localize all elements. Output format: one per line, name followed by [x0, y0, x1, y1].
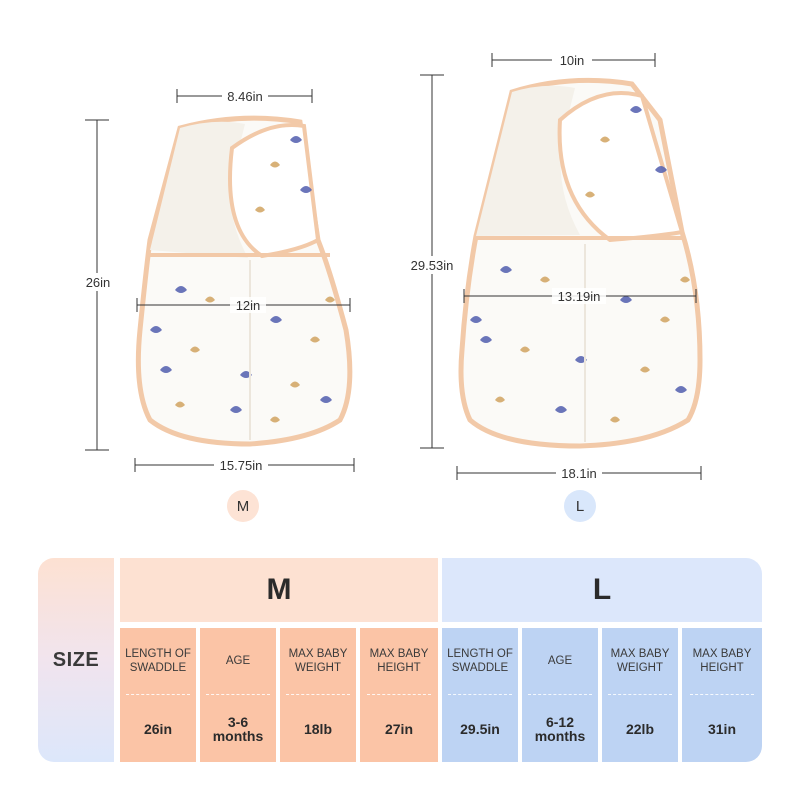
column-label: MAX BABY WEIGHT: [288, 648, 348, 674]
divider: [448, 694, 512, 695]
m-length-column: LENGTH OF SWADDLE 26in: [120, 628, 196, 762]
divider: [367, 694, 431, 695]
column-value: 29.5in: [460, 720, 500, 737]
size-chart-table: SIZE M L LENGTH OF SWADDLE 26in AGE 3-6 …: [38, 558, 762, 762]
m-bottom-width-label: 15.75in: [220, 458, 263, 473]
divider: [690, 694, 754, 695]
column-label: AGE: [547, 655, 573, 667]
column-label: LENGTH OF SWADDLE: [125, 648, 191, 674]
column-label: AGE: [225, 655, 251, 667]
column-label: LENGTH OF SWADDLE: [447, 648, 513, 674]
column-label: MAX BABY HEIGHT: [692, 648, 752, 674]
l-length-label: 29.53in: [411, 258, 454, 273]
column-value: 26in: [143, 720, 172, 737]
size-badge-m: M: [227, 490, 259, 522]
divider: [126, 694, 190, 695]
divider: [286, 694, 350, 695]
swaddle-l: [458, 77, 703, 449]
l-age-column: AGE 6-12 months: [522, 628, 598, 762]
swaddle-m: [135, 115, 353, 447]
column-label: MAX BABY WEIGHT: [610, 648, 670, 674]
column-value: 31in: [707, 720, 736, 737]
column-value: 3-6 months: [212, 713, 264, 744]
size-badge-l: L: [564, 490, 596, 522]
size-row-header: SIZE: [38, 558, 114, 762]
column-label: MAX BABY HEIGHT: [369, 648, 429, 674]
l-height-column: MAX BABY HEIGHT 31in: [682, 628, 762, 762]
size-m-header: M: [120, 558, 438, 622]
divider: [206, 694, 270, 695]
divider: [528, 694, 592, 695]
column-value: 6-12 months: [534, 713, 586, 744]
l-weight-column: MAX BABY WEIGHT 22lb: [602, 628, 678, 762]
l-length-column: LENGTH OF SWADDLE 29.5in: [442, 628, 518, 762]
m-mid-width-label: 12in: [236, 298, 261, 313]
m-length-label: 26in: [86, 275, 111, 290]
column-value: 22lb: [625, 720, 654, 737]
m-height-column: MAX BABY HEIGHT 27in: [360, 628, 438, 762]
l-bottom-width-label: 18.1in: [561, 466, 596, 481]
m-weight-column: MAX BABY WEIGHT 18lb: [280, 628, 356, 762]
column-value: 18lb: [303, 720, 332, 737]
size-l-header: L: [442, 558, 762, 622]
swaddle-illustrations: 8.46in 12in 15.75in 26in 10in 13.19in: [85, 53, 703, 481]
l-mid-width-label: 13.19in: [558, 289, 601, 304]
divider: [608, 694, 672, 695]
column-value: 27in: [384, 720, 413, 737]
m-top-width-label: 8.46in: [227, 89, 262, 104]
l-top-width-label: 10in: [560, 53, 585, 68]
m-age-column: AGE 3-6 months: [200, 628, 276, 762]
